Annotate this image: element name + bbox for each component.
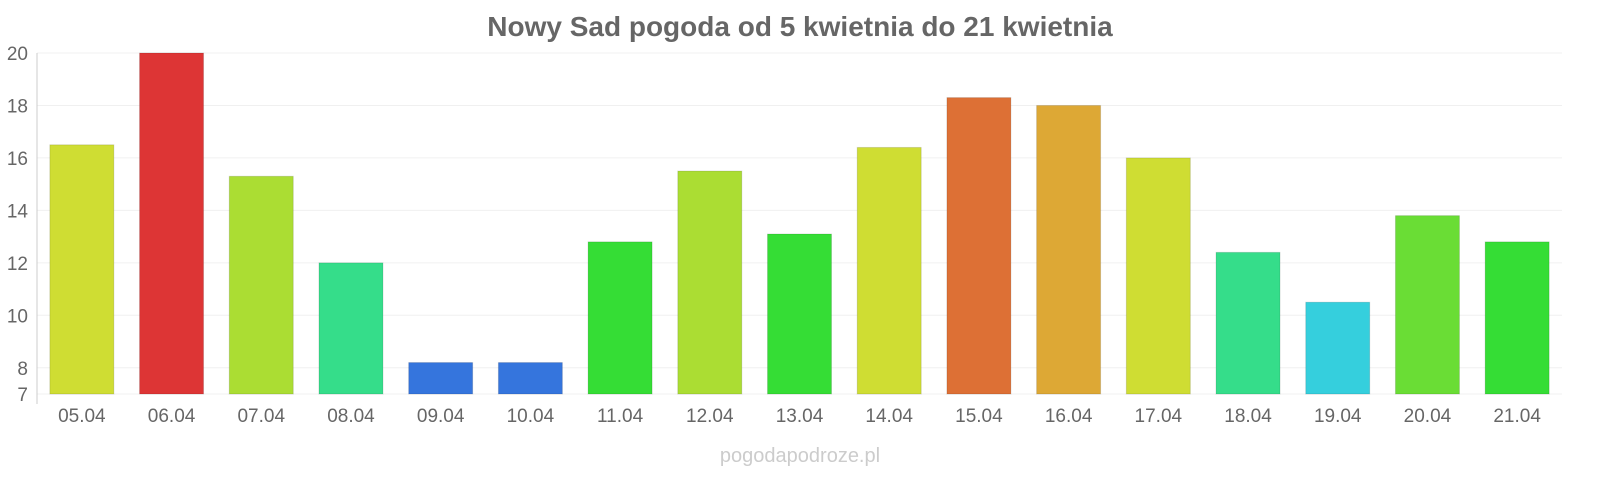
x-tick-label: 15.04 [955, 406, 1003, 427]
y-tick-label: 12 [7, 254, 28, 275]
y-tick-label: 10 [7, 306, 28, 327]
watermark: pogodapodroze.pl [720, 445, 880, 467]
y-tick-label: 8 [17, 359, 28, 380]
bar [946, 97, 1012, 395]
y-tick-label: 18 [7, 96, 28, 117]
bar [767, 233, 832, 395]
bar [1125, 157, 1191, 395]
bar [587, 241, 653, 395]
bar [677, 170, 743, 395]
bar [1305, 301, 1371, 395]
x-tick-label: 12.04 [686, 406, 734, 427]
x-tick-label: 20.04 [1404, 406, 1452, 427]
x-tick-label: 19.04 [1314, 406, 1362, 427]
x-tick-label: 16.04 [1045, 406, 1093, 427]
bar [318, 262, 384, 395]
bar [856, 146, 922, 395]
x-tick-label: 06.04 [148, 406, 196, 427]
bar [497, 362, 563, 395]
x-tick-label: 14.04 [865, 406, 913, 427]
y-tick-label: 16 [7, 149, 28, 170]
bar [1394, 215, 1460, 395]
bar [1484, 241, 1550, 395]
bar [139, 52, 205, 395]
x-tick-label: 10.04 [507, 406, 555, 427]
chart-title: Nowy Sad pogoda od 5 kwietnia do 21 kwie… [487, 11, 1113, 42]
y-tick-label: 14 [7, 201, 29, 222]
bar [49, 144, 115, 395]
x-tick-label: 13.04 [776, 406, 824, 427]
x-tick-label: 17.04 [1135, 406, 1183, 427]
x-tick-label: 21.04 [1493, 406, 1541, 427]
bar [228, 175, 294, 395]
x-tick-label: 09.04 [417, 406, 465, 427]
y-tick-label: 7 [17, 385, 28, 406]
bar [1036, 104, 1102, 395]
x-tick-label: 18.04 [1224, 406, 1272, 427]
x-tick-label: 11.04 [597, 406, 644, 427]
x-tick-label: 07.04 [237, 406, 285, 427]
x-tick-label: 08.04 [327, 406, 375, 427]
y-tick-label: 20 [7, 44, 28, 65]
x-tick-label: 05.04 [58, 406, 106, 427]
bar [1215, 251, 1281, 395]
bar [408, 362, 474, 395]
